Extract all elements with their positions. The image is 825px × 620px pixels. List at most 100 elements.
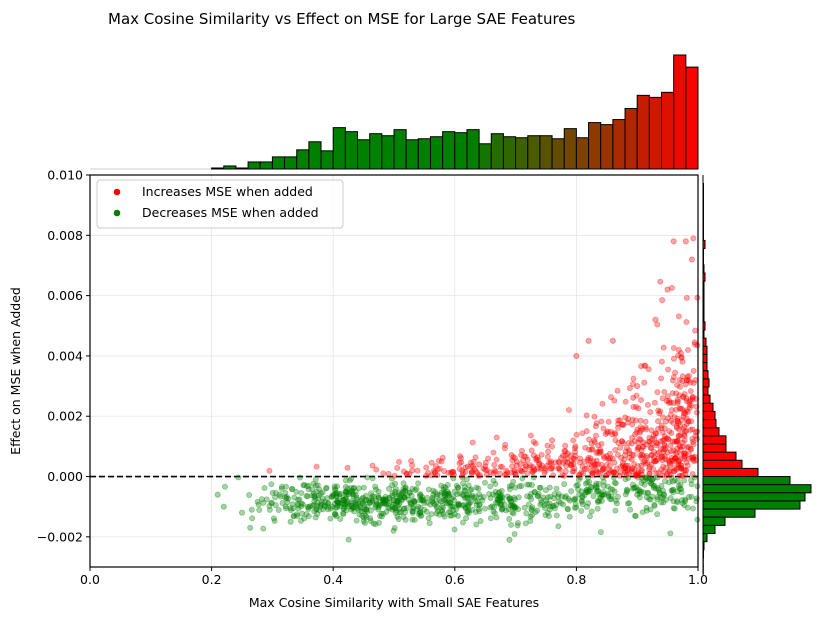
data-point-decrease xyxy=(333,504,340,511)
data-point-decrease xyxy=(471,494,478,501)
data-point-decrease xyxy=(311,508,318,515)
data-point-increase xyxy=(414,467,421,474)
data-point-increase xyxy=(652,458,659,465)
data-point-increase xyxy=(694,428,701,435)
data-point-decrease xyxy=(668,487,675,494)
data-point-decrease xyxy=(380,496,387,503)
data-point-increase xyxy=(581,458,588,465)
data-point-increase xyxy=(689,393,696,400)
data-point-decrease xyxy=(670,505,677,512)
data-point-increase xyxy=(672,455,679,462)
data-point-increase xyxy=(491,467,498,474)
data-point-decrease xyxy=(342,495,349,502)
data-point-decrease xyxy=(515,506,522,513)
data-point-decrease xyxy=(647,496,654,503)
data-point-decrease xyxy=(528,507,535,514)
data-point-decrease xyxy=(557,500,564,507)
data-point-decrease xyxy=(418,512,425,519)
data-point-increase xyxy=(615,420,622,427)
data-point-increase xyxy=(651,435,658,442)
data-point-increase xyxy=(568,462,575,469)
data-point-decrease xyxy=(593,484,600,491)
data-point-decrease xyxy=(506,495,513,502)
data-point-increase xyxy=(611,397,618,404)
data-point-increase xyxy=(670,355,677,362)
data-point-decrease xyxy=(383,501,390,508)
data-point-decrease xyxy=(424,494,431,501)
data-point-decrease xyxy=(272,502,279,509)
data-point-decrease xyxy=(341,503,348,510)
data-point-decrease xyxy=(676,485,683,492)
data-point-decrease xyxy=(298,489,305,496)
data-point-increase xyxy=(653,439,660,446)
data-point-increase xyxy=(683,376,690,383)
data-point-decrease xyxy=(564,506,571,513)
data-point-decrease xyxy=(391,524,398,531)
data-point-decrease xyxy=(425,486,432,493)
data-point-increase xyxy=(548,437,556,444)
data-point-decrease xyxy=(547,503,554,510)
data-point-increase xyxy=(651,448,658,455)
data-point-increase xyxy=(637,397,644,404)
data-point-increase xyxy=(622,462,629,469)
data-point-decrease xyxy=(650,482,657,489)
data-point-increase xyxy=(685,455,692,462)
data-point-increase xyxy=(642,424,649,431)
data-point-increase xyxy=(546,459,553,466)
data-point-decrease xyxy=(639,509,646,516)
data-point-decrease xyxy=(465,492,472,499)
data-point-increase xyxy=(635,472,642,479)
data-point-decrease xyxy=(650,484,657,491)
data-point-decrease xyxy=(623,488,630,495)
data-point-decrease xyxy=(393,493,400,500)
data-point-decrease xyxy=(526,481,533,488)
data-point-decrease xyxy=(392,500,399,507)
data-point-increase xyxy=(640,452,647,459)
data-point-decrease xyxy=(268,481,275,488)
right-histogram-bar-increase xyxy=(702,443,727,453)
data-point-decrease xyxy=(375,488,382,495)
data-point-increase xyxy=(661,453,668,460)
data-point-increase xyxy=(509,457,516,464)
data-point-increase xyxy=(576,471,583,478)
data-point-decrease xyxy=(486,490,493,497)
data-point-decrease xyxy=(360,518,367,525)
data-point-decrease xyxy=(359,500,366,507)
data-point-increase xyxy=(672,406,679,413)
data-point-decrease xyxy=(438,482,445,489)
data-point-decrease xyxy=(364,474,371,481)
data-point-increase xyxy=(605,470,612,477)
data-point-decrease xyxy=(630,484,637,491)
data-point-decrease xyxy=(584,479,591,486)
data-point-decrease xyxy=(410,497,417,504)
data-point-decrease xyxy=(402,485,409,492)
data-point-increase xyxy=(572,448,579,455)
data-point-decrease xyxy=(332,510,339,517)
data-point-decrease xyxy=(538,497,545,504)
data-point-increase xyxy=(673,438,680,445)
data-point-increase xyxy=(562,442,569,449)
data-point-increase xyxy=(562,468,569,475)
data-point-decrease xyxy=(493,514,500,521)
data-point-increase xyxy=(474,469,481,476)
data-point-decrease xyxy=(350,499,357,506)
data-point-decrease xyxy=(636,486,643,493)
data-point-decrease xyxy=(468,486,475,493)
right-histogram-bar-increase xyxy=(702,191,704,201)
data-point-increase xyxy=(660,344,667,351)
data-point-increase xyxy=(679,373,686,380)
data-point-decrease xyxy=(541,502,548,509)
data-point-increase xyxy=(653,430,660,437)
data-point-decrease xyxy=(442,484,449,491)
data-point-increase xyxy=(684,374,691,381)
data-point-increase xyxy=(672,455,679,462)
data-point-increase xyxy=(679,443,686,450)
axes-frame xyxy=(89,174,699,568)
data-point-decrease xyxy=(357,504,364,511)
data-point-decrease xyxy=(440,486,447,493)
data-point-decrease xyxy=(441,489,448,496)
data-point-decrease xyxy=(389,492,396,499)
data-point-increase xyxy=(629,421,636,428)
data-point-decrease xyxy=(442,491,449,498)
data-point-increase xyxy=(606,457,613,464)
